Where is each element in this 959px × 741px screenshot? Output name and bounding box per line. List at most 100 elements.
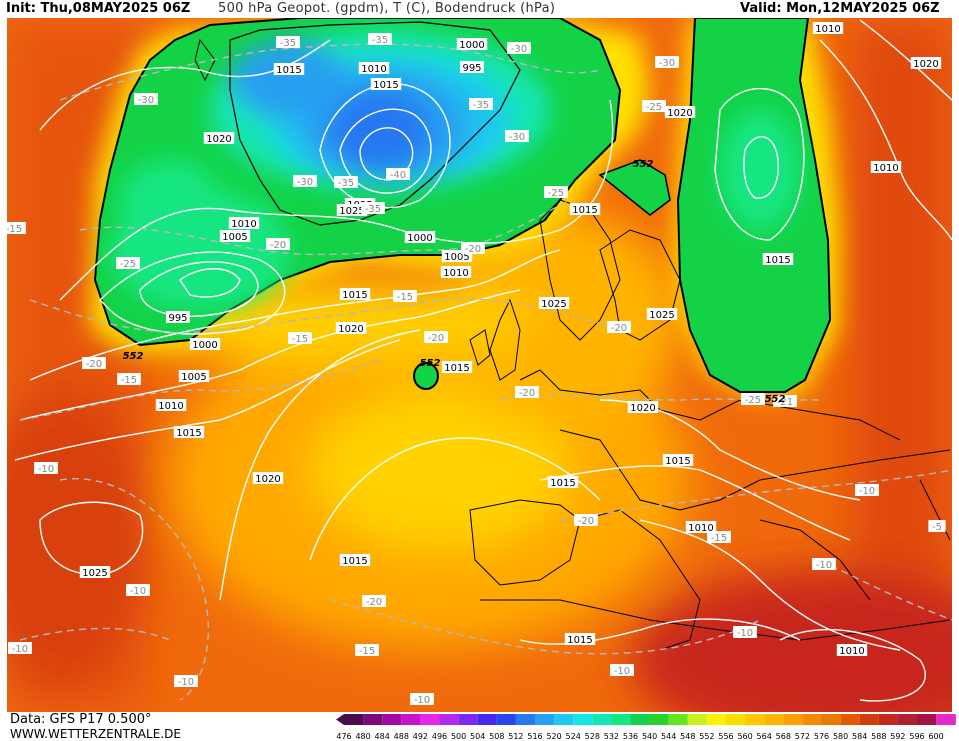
legend-value: 548: [680, 732, 695, 741]
weather-map-canvas: 1000 1010 995 1015 1015 1020 1025 1025 1010 1005 1…: [0, 17, 959, 741]
temp-label-box: [334, 176, 358, 188]
isobar-label: 1015: [176, 428, 201, 439]
legend-swatch: [878, 714, 898, 725]
header-bar: Init: Thu,08MAY2025 06Z 500 hPa Geopot. …: [0, 0, 959, 18]
temperature-label: -20: [519, 388, 535, 399]
isobar-label: 1025: [82, 568, 107, 579]
isobar-label-box: [219, 230, 251, 242]
legend-swatch: [859, 714, 879, 725]
legend-swatch: [687, 714, 707, 725]
temperature-label: -15: [292, 334, 308, 345]
legend-value: 540: [642, 732, 657, 741]
isobar-label: 1015: [550, 478, 575, 489]
legend-value: 596: [909, 732, 924, 741]
isobar-label: 1010: [443, 268, 468, 279]
legend-arrow-right: [955, 714, 956, 725]
isobar-label-box: [358, 62, 390, 74]
legend-swatch: [630, 714, 650, 725]
isobar-label-box: [441, 361, 473, 373]
temp-label-box: [288, 332, 312, 344]
legend-swatch: [936, 714, 956, 725]
geopotential-label: 552: [765, 394, 786, 405]
isobar-label: 1015: [342, 556, 367, 567]
legend-swatch: [668, 714, 688, 725]
temp-label-box: [174, 675, 198, 687]
temp-label-box: [355, 644, 379, 656]
temperature-label: -10: [12, 644, 28, 655]
temperature-label: -5: [932, 522, 942, 533]
isobar-label-box: [189, 338, 221, 350]
isobar-label: 1020: [206, 134, 231, 145]
temperature-label: -30: [659, 58, 675, 69]
isobar-label: 1005: [181, 372, 206, 383]
isobar-label-box: [812, 22, 844, 34]
legend-value: 572: [795, 732, 810, 741]
website-label: WWW.WETTERZENTRALE.DE: [10, 727, 181, 741]
isobar-label-box: [664, 106, 696, 118]
isobar-label-box: [662, 454, 694, 466]
isobar-label-box: [273, 63, 305, 75]
temperature-label: -20: [465, 244, 481, 255]
temp-label-box: [773, 395, 797, 407]
isobar-label: 1010: [158, 401, 183, 412]
isobar-label-box: [339, 288, 371, 300]
isobar-label: 1000: [407, 233, 432, 244]
temp-label-box: [276, 36, 300, 48]
temp-label-box: [812, 558, 836, 570]
weather-map: 1000 1010 995 1015 1015 1020 1025 1025 1010 1005 1…: [0, 17, 959, 741]
temp-label-box: [362, 595, 386, 607]
legend-value: 500: [451, 732, 466, 741]
isobar-label: 1015: [765, 255, 790, 266]
legend-swatch: [363, 714, 383, 725]
temperature-label: -30: [138, 95, 154, 106]
temperature-label: -35: [372, 35, 388, 46]
temperature-label: -35: [338, 178, 354, 189]
isobar-label: 1020: [255, 474, 280, 485]
temperature-label: -20: [578, 516, 594, 527]
isobar-label: 1020: [667, 108, 692, 119]
legend-value: 564: [757, 732, 772, 741]
temp-label-box: [707, 531, 731, 543]
legend-swatch: [649, 714, 669, 725]
temperature-label: -40: [390, 170, 406, 181]
legend-value: 568: [776, 732, 791, 741]
temperature-label: -21: [777, 397, 793, 408]
temp-label-box: [117, 373, 141, 385]
temperature-label: -15: [711, 533, 727, 544]
temp-label-box: [855, 484, 879, 496]
coastlines: [194, 21, 951, 651]
legend-value: 504: [470, 732, 485, 741]
isobar-label-box: [440, 266, 472, 278]
color-scale-legend: 476 480 484 488 492 496 500 504 508 512 516 520 524 5…: [336, 714, 956, 741]
color-field: [0, 17, 959, 741]
isobar-label: 1010: [231, 219, 256, 230]
temperature-label: -35: [473, 100, 489, 111]
temp-label-box: [607, 321, 631, 333]
legend-swatch: [401, 714, 421, 725]
temperature-labels: -35 -35 -30 -30 -30 -35 -25 -30 -40 -30 -35 -35 -25 -…: [2, 33, 946, 706]
temp-label-box: [928, 520, 946, 532]
temp-label-box: [733, 626, 757, 638]
legend-swatch: [458, 714, 478, 725]
legend-swatch: [726, 714, 746, 725]
isobar-label: 1015: [665, 456, 690, 467]
legend-value: 516: [527, 732, 542, 741]
legend-value: 520: [546, 732, 561, 741]
isobar-label-box: [336, 204, 368, 216]
temperature-label: -25: [120, 259, 136, 270]
legend-value: 556: [718, 732, 733, 741]
temperature-label: -20: [428, 333, 444, 344]
legend-arrow-left: [336, 714, 344, 725]
legend-swatch: [439, 714, 459, 725]
isobar-label-box: [547, 476, 579, 488]
geopotential-label: 552: [633, 159, 654, 170]
temperature-label: -30: [297, 177, 313, 188]
isobar-label-box: [685, 521, 717, 533]
legend-value: 552: [699, 732, 714, 741]
temperature-lines: [19, 43, 953, 701]
temp-label-box: [410, 693, 434, 705]
isobar-label: 1020: [338, 324, 363, 335]
temp-label-box: [544, 186, 568, 198]
isobar-label-box: [370, 78, 402, 90]
temp-label-box: [424, 331, 448, 343]
